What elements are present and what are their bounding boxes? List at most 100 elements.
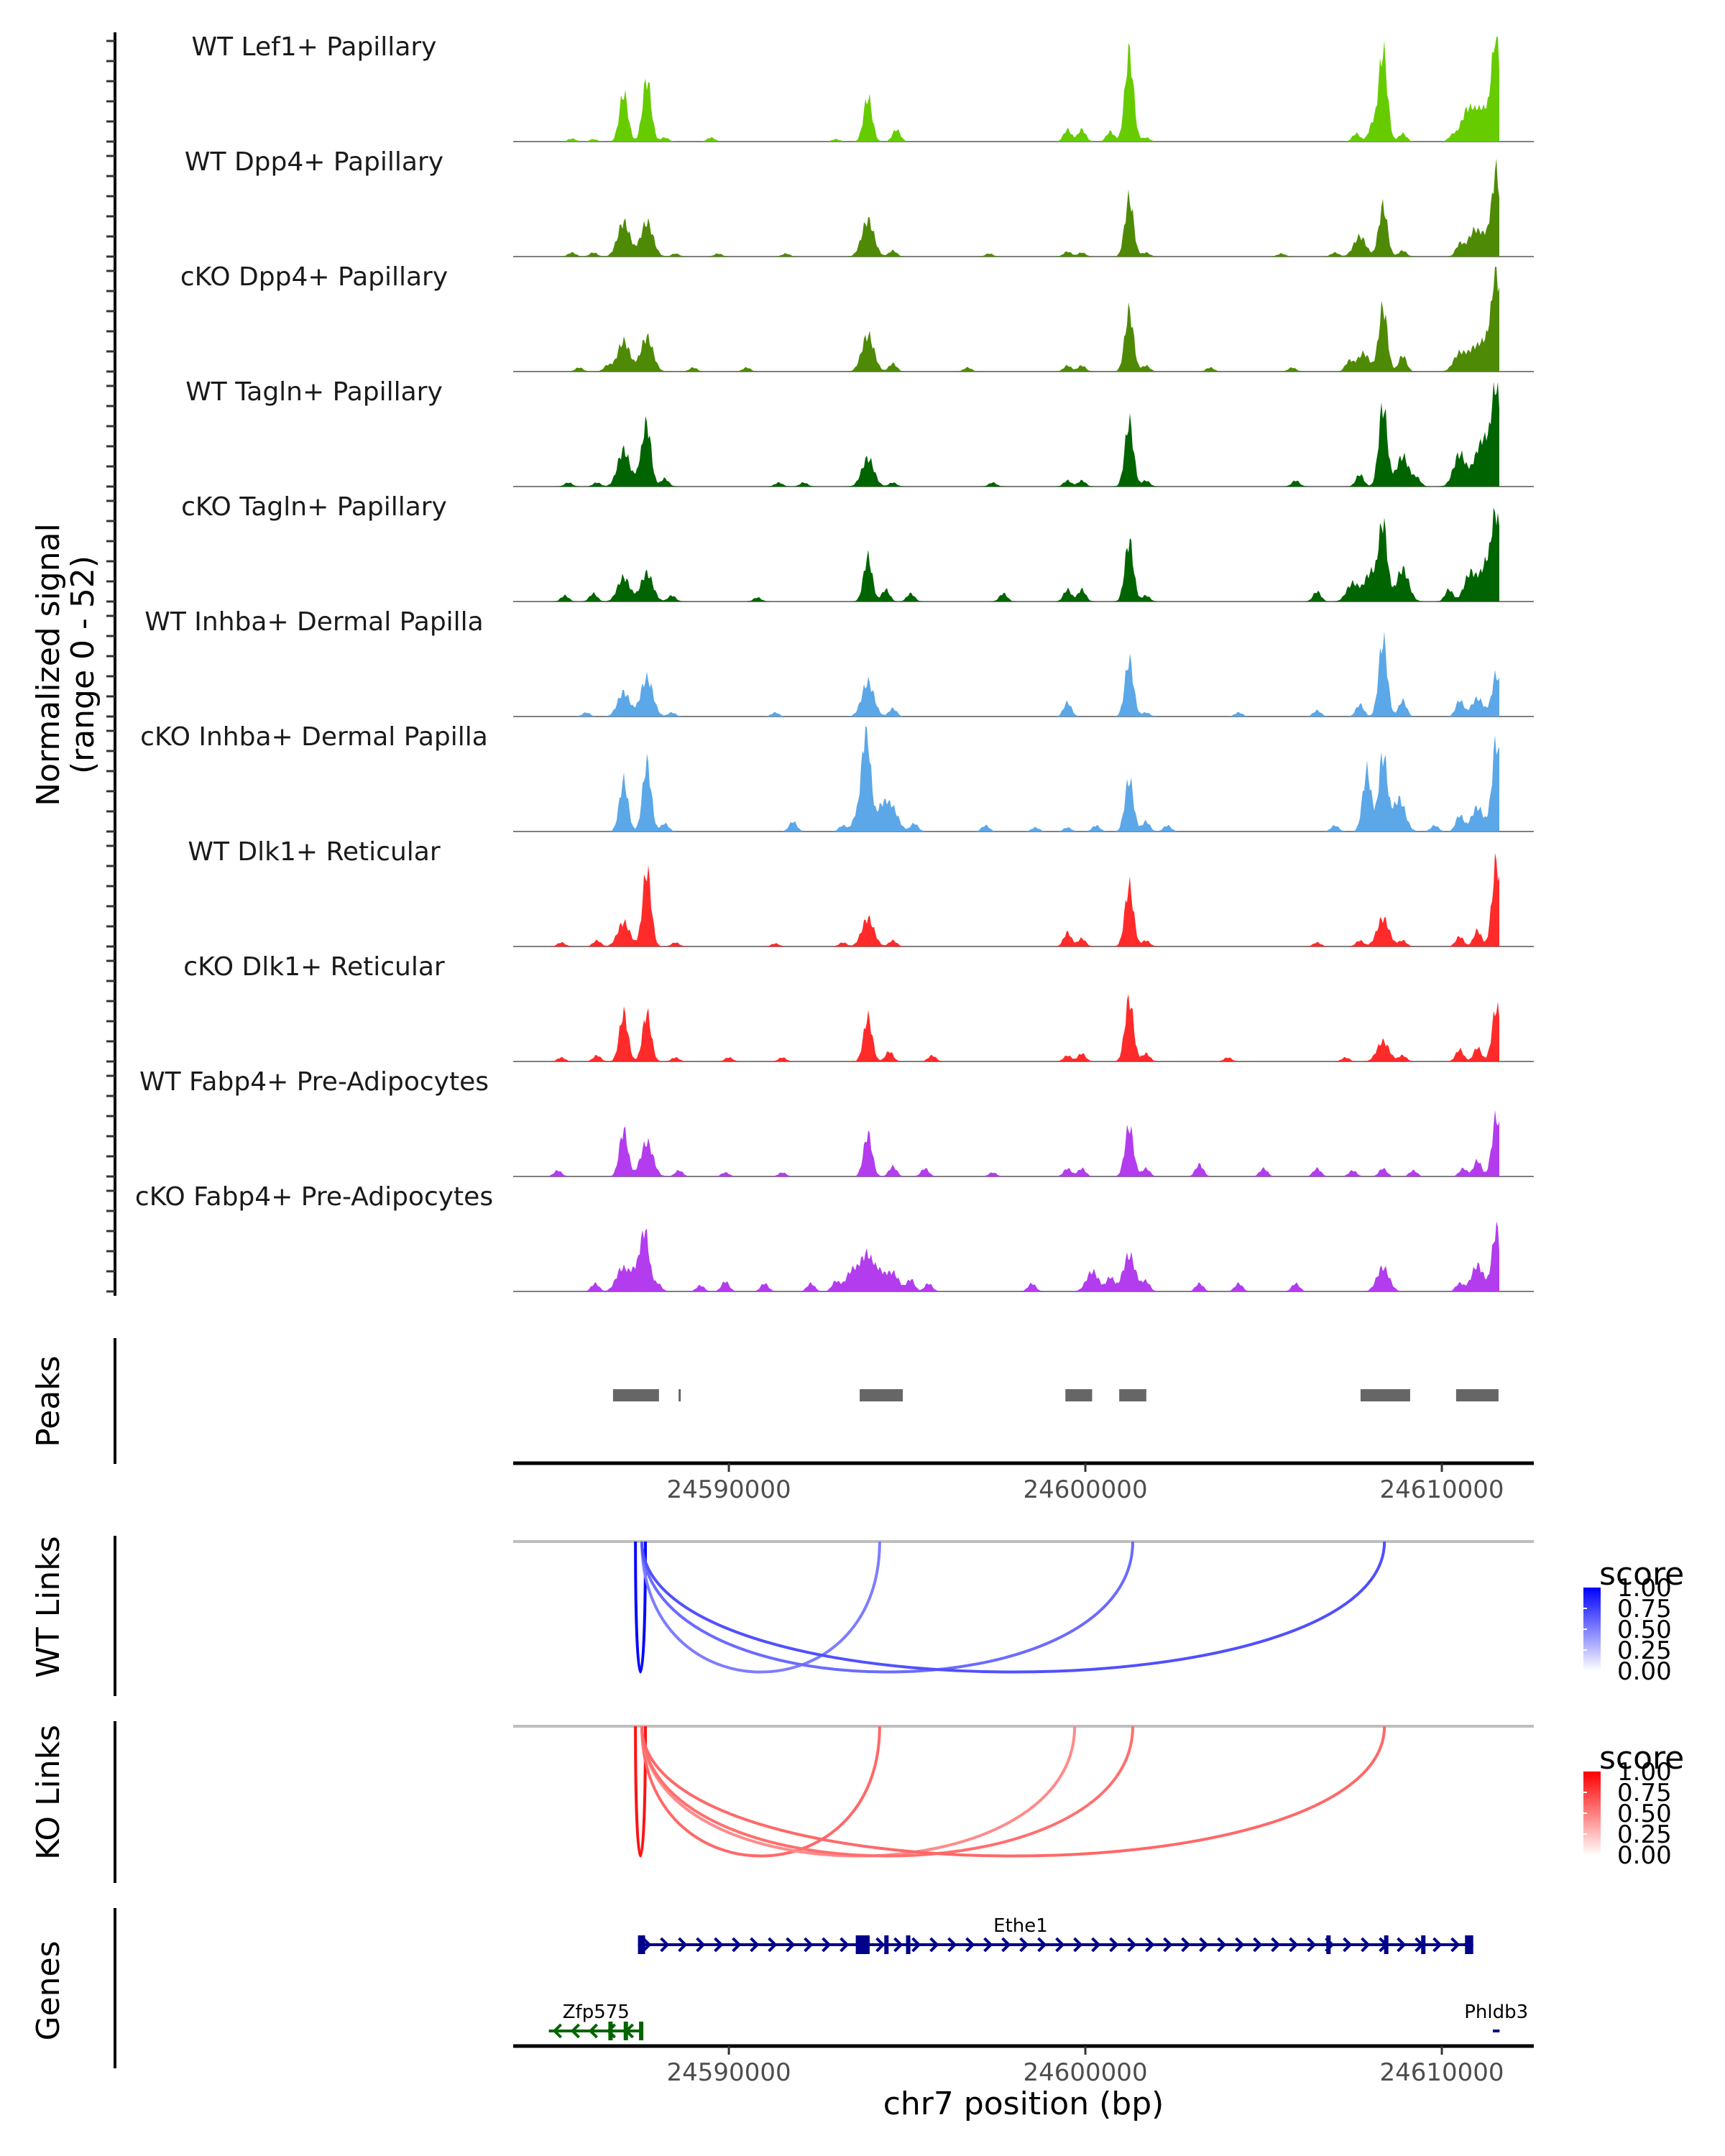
track-label: WT Dlk1+ Reticular	[188, 837, 440, 867]
coverage-track: WT Tagln+ Papillary	[185, 377, 1534, 487]
strand-chevron-right-icon	[1055, 1937, 1065, 1953]
track-label: cKO Fabp4+ Pre-Adipocytes	[135, 1182, 493, 1212]
strand-chevron-right-icon	[660, 1937, 670, 1953]
gene-exon	[1421, 1935, 1426, 1954]
coverage-area	[513, 631, 1499, 717]
coverage-area	[513, 852, 1499, 946]
link-arc	[640, 1726, 1135, 1858]
ko-links-track-title: KO Links	[30, 1725, 67, 1860]
peaks-track-title: Peaks	[30, 1355, 67, 1447]
legend-tick-label: 0.00	[1617, 1657, 1672, 1686]
legend-tick-label: 1.00	[1617, 1758, 1672, 1787]
gene-name-label: Phldb3	[1464, 2001, 1528, 2023]
gene-model: Zfp575	[548, 2001, 644, 2040]
strand-chevron-right-icon	[822, 1937, 832, 1953]
y-axis-title-line1: Normalized signal	[30, 523, 67, 806]
strand-chevron-right-icon	[678, 1937, 688, 1953]
strand-chevron-right-icon	[965, 1937, 975, 1953]
link-arc	[640, 1541, 1386, 1674]
strand-chevron-right-icon	[1235, 1937, 1245, 1953]
strand-chevron-left-icon	[552, 2023, 563, 2039]
coverage-track: WT Inhba+ Dermal Papilla	[144, 607, 1534, 717]
strand-chevron-right-icon	[947, 1937, 957, 1953]
peak-region	[678, 1389, 681, 1401]
strand-chevron-right-icon	[1343, 1937, 1353, 1953]
coverage-area	[513, 1221, 1499, 1291]
strand-chevron-right-icon	[1307, 1937, 1317, 1953]
peak-region	[1065, 1389, 1092, 1401]
gene-name-label: Ethe1	[993, 1915, 1048, 1937]
legend-tick-label: 0.50	[1617, 1800, 1672, 1828]
wt-links-legend: score 1.000.750.500.250.00	[1583, 1556, 1684, 1686]
track-label: WT Dpp4+ Papillary	[185, 147, 443, 177]
link-arc	[640, 1726, 1077, 1858]
strand-chevron-right-icon	[840, 1937, 850, 1953]
coverage-area	[513, 158, 1499, 257]
x-tick-label: 24590000	[667, 2058, 791, 2087]
wt-links-track-title: WT Links	[30, 1536, 67, 1677]
gene-exon	[623, 2022, 628, 2040]
legend-tick-label: 1.00	[1617, 1574, 1672, 1603]
x-tick-label: 24610000	[1380, 2058, 1504, 2087]
peak-region	[860, 1389, 903, 1401]
peak-region	[1455, 1389, 1499, 1401]
strand-chevron-left-icon	[570, 2023, 581, 2039]
strand-chevron-right-icon	[875, 1937, 886, 1953]
coverage-area	[513, 37, 1499, 142]
strand-chevron-right-icon	[1217, 1937, 1227, 1953]
peak-region	[612, 1389, 659, 1401]
strand-chevron-right-icon	[1432, 1937, 1443, 1953]
ko-links-track	[513, 1725, 1534, 1858]
coverage-area	[513, 507, 1499, 602]
strand-chevron-right-icon	[1289, 1937, 1299, 1953]
gene-exon	[855, 1935, 870, 1954]
strand-chevron-right-icon	[714, 1937, 724, 1953]
strand-chevron-right-icon	[929, 1937, 939, 1953]
strand-chevron-right-icon	[1127, 1937, 1137, 1953]
strand-chevron-left-icon	[588, 2023, 599, 2039]
strand-chevron-right-icon	[1019, 1937, 1029, 1953]
coverage-area	[513, 382, 1499, 487]
gene-exon	[906, 1935, 911, 1954]
track-label: cKO Tagln+ Papillary	[181, 492, 447, 522]
strand-chevron-right-icon	[1091, 1937, 1101, 1953]
strand-chevron-right-icon	[642, 1937, 652, 1953]
coverage-area	[513, 727, 1499, 831]
ko-legend-title: score	[1599, 1740, 1684, 1777]
link-arc	[640, 1726, 881, 1858]
wt-legend-ticks: 1.000.750.500.250.00	[1583, 1574, 1672, 1686]
strand-chevron-right-icon	[750, 1937, 760, 1953]
y-axis-title-line2: (range 0 - 52)	[65, 556, 101, 774]
track-label: cKO Dlk1+ Reticular	[183, 952, 445, 982]
link-arc	[634, 1726, 648, 1858]
track-label: WT Tagln+ Papillary	[185, 377, 443, 407]
strand-chevron-right-icon	[893, 1937, 903, 1953]
coverage-track: cKO Fabp4+ Pre-Adipocytes	[135, 1182, 1534, 1292]
legend-tick-label: 0.75	[1617, 1779, 1672, 1807]
track-label: cKO Dpp4+ Papillary	[180, 262, 448, 292]
x-tick-label: 24600000	[1024, 2058, 1148, 2087]
legend-tick-label: 0.25	[1617, 1636, 1672, 1665]
peaks-track	[612, 1389, 1499, 1401]
strand-chevron-right-icon	[804, 1937, 814, 1953]
coverage-track: cKO Tagln+ Papillary	[181, 492, 1534, 602]
genes-track: Ethe1 Zfp575 Phldb3	[548, 1915, 1528, 2040]
gene-exon	[884, 1935, 889, 1954]
strand-chevron-right-icon	[786, 1937, 796, 1953]
coverage-y-axis-title: Normalized signal (range 0 - 52)	[30, 523, 101, 806]
coverage-area	[513, 994, 1499, 1061]
x-tick-label: 24590000	[667, 1475, 791, 1504]
track-label: cKO Inhba+ Dermal Papilla	[140, 722, 488, 752]
coverage-tracks: WT Lef1+ Papillary WT Dpp4+ Papillary cKO …	[135, 32, 1534, 1292]
strand-chevron-right-icon	[1397, 1937, 1407, 1953]
gene-exon	[639, 2022, 644, 2040]
coverage-track: WT Dlk1+ Reticular	[188, 837, 1534, 947]
wt-links-track	[513, 1540, 1534, 1674]
peak-region	[1119, 1389, 1146, 1401]
strand-chevron-right-icon	[1253, 1937, 1263, 1953]
track-label: WT Lef1+ Papillary	[192, 32, 437, 62]
strand-chevron-right-icon	[1145, 1937, 1155, 1953]
track-label: WT Inhba+ Dermal Papilla	[144, 607, 483, 637]
strand-chevron-right-icon	[1073, 1937, 1083, 1953]
